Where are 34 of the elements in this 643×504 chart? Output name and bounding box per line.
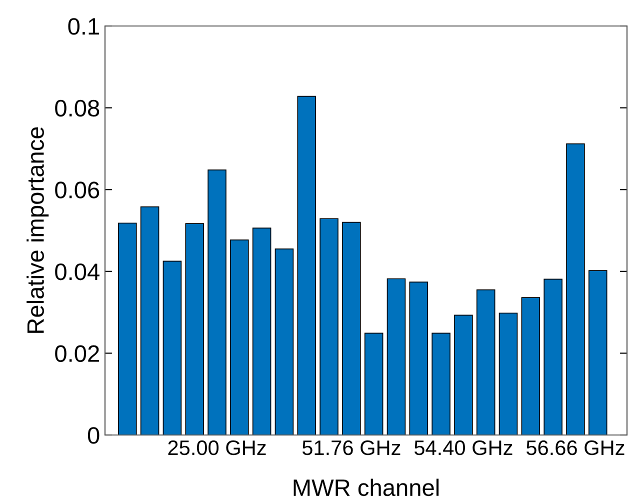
bar <box>454 314 473 435</box>
bar <box>162 260 182 435</box>
y-axis-title: Relative importance <box>26 127 49 333</box>
bar <box>320 218 338 435</box>
bar <box>185 223 204 435</box>
bar <box>140 206 160 435</box>
bar <box>274 248 294 435</box>
bar <box>544 278 562 435</box>
x-tick-label: 54.40 GHz <box>414 440 512 456</box>
bar <box>230 239 249 435</box>
bar <box>521 297 540 435</box>
y-tick-label: 0.1 <box>68 18 99 35</box>
bar <box>297 96 316 435</box>
y-tick-label: 0.08 <box>55 100 100 117</box>
bar <box>118 222 137 435</box>
bar <box>476 289 496 435</box>
bar <box>252 228 272 435</box>
y-tick-label: 0.02 <box>55 345 99 362</box>
x-tick-label: 51.76 GHz <box>302 440 400 456</box>
y-tick-label: 0 <box>88 427 100 444</box>
y-tick-label: 0.06 <box>55 182 100 198</box>
bar <box>498 312 518 435</box>
bar <box>432 332 450 435</box>
bar <box>364 332 384 435</box>
bar <box>566 143 585 435</box>
x-tick-label: 25.00 GHz <box>168 440 266 456</box>
y-tick-label: 0.04 <box>55 263 100 280</box>
bar <box>588 270 608 435</box>
bar <box>342 222 361 435</box>
bar <box>386 278 406 435</box>
x-tick-label: 56.66 GHz <box>526 440 624 456</box>
bar <box>208 170 226 435</box>
x-axis-title: MWR channel <box>294 478 439 496</box>
bar <box>409 282 428 435</box>
